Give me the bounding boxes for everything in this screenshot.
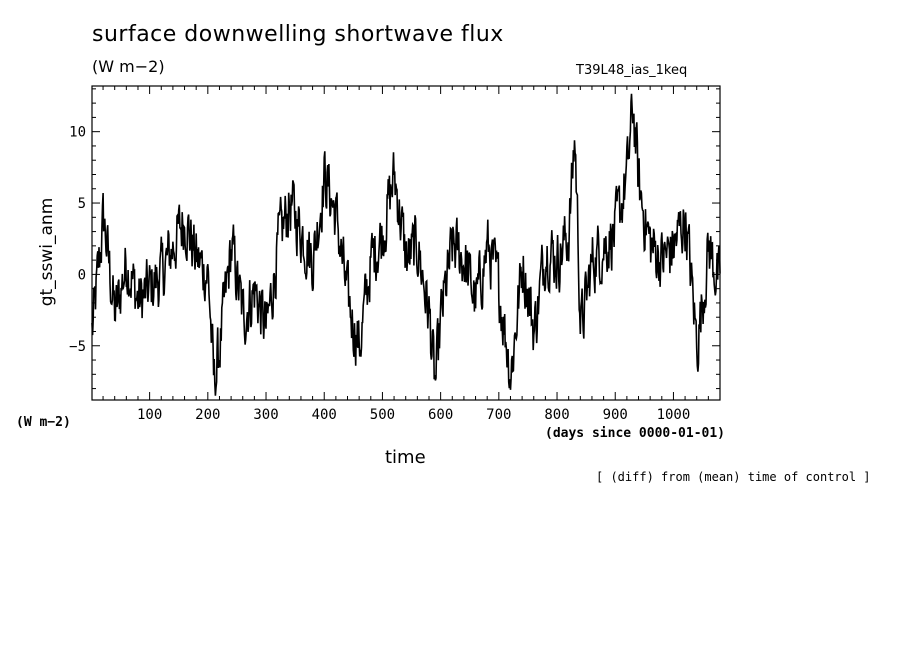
x-tick-label: 900	[603, 407, 628, 423]
x-tick-label: 600	[428, 407, 453, 423]
y-tick-label: 10	[69, 125, 86, 141]
plot-frame	[91, 85, 721, 401]
units-label: (W m−2)	[92, 57, 165, 76]
y-tick-label: 0	[78, 267, 86, 283]
chart-title: surface downwelling shortwave flux	[92, 22, 504, 47]
x-axis-label: time	[385, 447, 426, 468]
y-ticks: −5 0 5 10	[69, 88, 720, 390]
x-tick-label: 800	[544, 407, 569, 423]
x-ticks: 100 200 300 400 500 600 700 800 900 1000	[102, 86, 721, 423]
y-tick-label: −5	[69, 339, 86, 355]
x-tick-label: 200	[195, 407, 220, 423]
x-tick-label: 300	[253, 407, 278, 423]
y-tick-label: 5	[78, 196, 86, 212]
x-sub-label: (days since 0000-01-01)	[545, 426, 726, 441]
run-label: T39L48_ias_1keq	[576, 63, 688, 78]
footnote: [ (diff) from (mean) time of control ]	[596, 470, 871, 484]
x-tick-label: 500	[370, 407, 395, 423]
y-unit-label: (W m−2)	[16, 415, 71, 430]
series-line	[91, 93, 721, 396]
x-tick-label: 400	[312, 407, 337, 423]
x-tick-label: 100	[137, 407, 162, 423]
y-axis-label: gt_sswi_anm	[37, 197, 57, 307]
x-tick-label: 1000	[657, 407, 691, 423]
x-tick-label: 700	[486, 407, 511, 423]
